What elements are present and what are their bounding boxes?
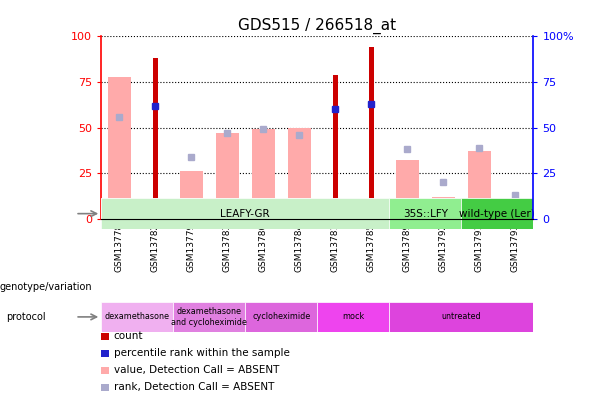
- Text: value, Detection Call = ABSENT: value, Detection Call = ABSENT: [114, 365, 279, 375]
- Bar: [333, 75, 338, 219]
- Bar: [497, 198, 533, 229]
- Bar: [101, 198, 389, 229]
- Bar: [137, 198, 173, 229]
- Bar: [461, 198, 497, 229]
- Bar: [216, 133, 238, 219]
- Text: dexamethasone
and cycloheximide: dexamethasone and cycloheximide: [171, 307, 247, 326]
- Bar: [209, 198, 245, 229]
- Bar: [504, 204, 527, 219]
- Bar: [318, 198, 353, 229]
- Bar: [368, 47, 374, 219]
- Text: genotype/variation: genotype/variation: [0, 281, 93, 292]
- Text: count: count: [114, 331, 143, 341]
- Text: mock: mock: [342, 312, 364, 322]
- Bar: [173, 302, 245, 332]
- Bar: [101, 302, 173, 332]
- Bar: [432, 197, 455, 219]
- Bar: [153, 58, 158, 219]
- Bar: [245, 302, 318, 332]
- Text: untreated: untreated: [441, 312, 481, 322]
- Bar: [318, 302, 389, 332]
- Bar: [389, 198, 461, 229]
- Bar: [101, 198, 137, 229]
- Bar: [108, 77, 131, 219]
- Bar: [468, 151, 491, 219]
- Bar: [389, 302, 533, 332]
- Bar: [245, 198, 281, 229]
- Bar: [461, 198, 533, 229]
- Text: 35S::LFY: 35S::LFY: [403, 209, 447, 219]
- Bar: [389, 198, 425, 229]
- Text: protocol: protocol: [6, 312, 46, 322]
- Bar: [281, 198, 318, 229]
- Bar: [396, 160, 419, 219]
- Title: GDS515 / 266518_at: GDS515 / 266518_at: [238, 17, 396, 34]
- Bar: [252, 130, 275, 219]
- Bar: [425, 198, 461, 229]
- Text: dexamethasone: dexamethasone: [105, 312, 170, 322]
- Text: rank, Detection Call = ABSENT: rank, Detection Call = ABSENT: [114, 382, 274, 392]
- Text: cycloheximide: cycloheximide: [252, 312, 310, 322]
- Bar: [180, 171, 203, 219]
- Text: LEAFY-GR: LEAFY-GR: [221, 209, 270, 219]
- Text: percentile rank within the sample: percentile rank within the sample: [114, 348, 290, 358]
- Bar: [173, 198, 209, 229]
- Bar: [287, 128, 311, 219]
- Text: wild-type (Ler): wild-type (Ler): [459, 209, 535, 219]
- Bar: [353, 198, 389, 229]
